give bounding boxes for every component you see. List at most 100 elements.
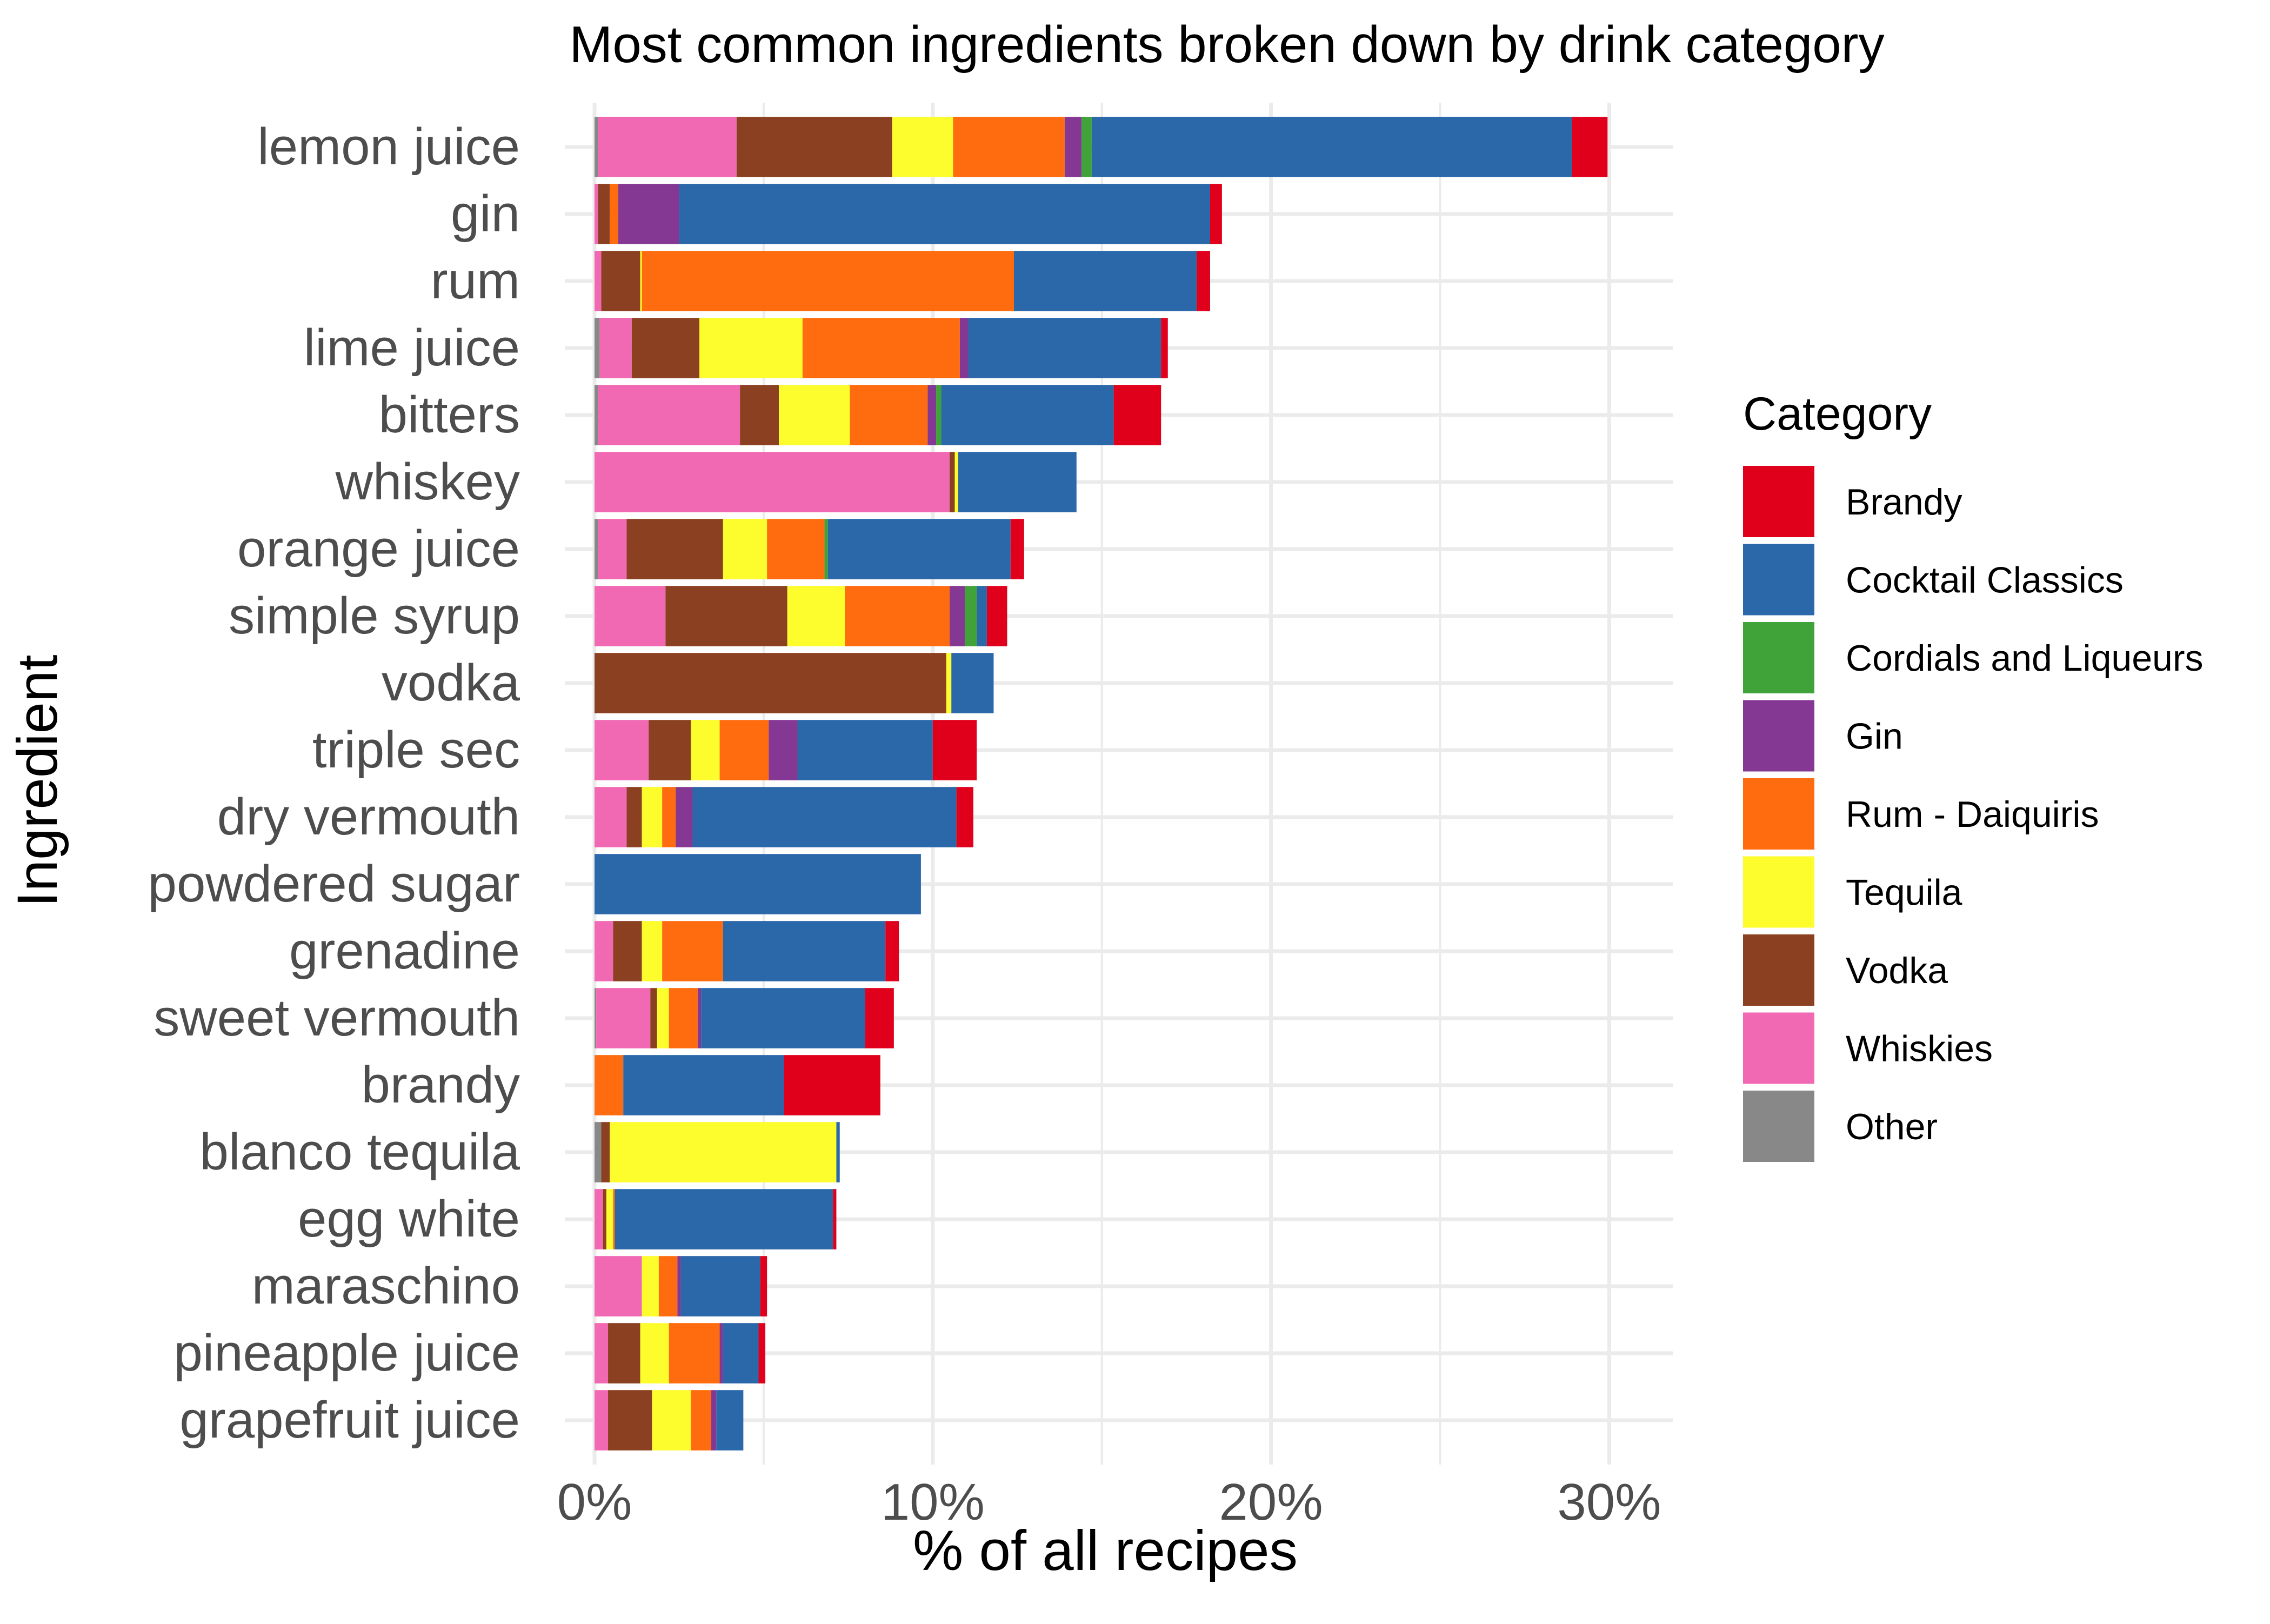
bar-stack-orange-juice bbox=[595, 519, 1024, 579]
bar-segment-cocktail-classics bbox=[701, 988, 865, 1048]
bar-segment-tequila bbox=[723, 519, 767, 579]
bar-segment-tequila bbox=[954, 452, 958, 512]
bar-segment-vodka bbox=[626, 787, 642, 847]
x-tick-label: 30% bbox=[1557, 1473, 1661, 1531]
bar-stack-grenadine bbox=[595, 921, 899, 981]
y-tick-label: maraschino bbox=[252, 1257, 520, 1315]
bar-segment-gin bbox=[769, 720, 798, 780]
bar-stack-whiskey bbox=[595, 452, 1077, 512]
bar-segment-tequila bbox=[779, 385, 850, 445]
bar-segment-vodka bbox=[740, 385, 779, 445]
bar-segment-gin bbox=[676, 787, 693, 847]
bar-stack-gin bbox=[595, 184, 1222, 244]
bar-segment-rum-daiquiris bbox=[669, 1323, 720, 1384]
bar-segment-other bbox=[595, 519, 598, 579]
bar-segment-gin bbox=[697, 988, 702, 1048]
bar-stack-bitters bbox=[595, 385, 1161, 445]
bar-segment-vodka bbox=[595, 653, 946, 713]
bar-segment-cordials-and-liqueurs bbox=[824, 519, 828, 579]
bar-segment-tequila bbox=[787, 586, 845, 646]
bar-stack-rum bbox=[595, 251, 1210, 311]
bar-segment-brandy bbox=[932, 720, 977, 780]
bar-segment-whiskies bbox=[598, 519, 627, 579]
bar-segment-gin bbox=[950, 586, 965, 646]
legend-swatch bbox=[1743, 622, 1814, 693]
x-tick-label: 20% bbox=[1219, 1473, 1323, 1531]
bar-segment-gin bbox=[711, 1390, 717, 1451]
legend-label: Brandy bbox=[1846, 482, 1962, 523]
bar-segment-other bbox=[595, 1122, 602, 1182]
bar-segment-other bbox=[595, 318, 600, 378]
y-tick-label: blanco tequila bbox=[200, 1123, 520, 1181]
bar-segment-cocktail-classics bbox=[1014, 251, 1197, 311]
y-tick-label: grapefruit juice bbox=[179, 1391, 520, 1449]
y-tick-labels: lemon juice gin rum lime juice bitters whiske… bbox=[148, 118, 520, 1449]
legend-swatch bbox=[1743, 544, 1814, 616]
bar-segment-rum-daiquiris bbox=[669, 988, 698, 1048]
y-tick-label: powdered sugar bbox=[148, 855, 520, 913]
bar-segment-whiskies bbox=[598, 117, 737, 177]
bar-segment-rum-daiquiris bbox=[610, 184, 618, 244]
bar-segment-cordials-and-liqueurs bbox=[936, 385, 942, 445]
bar-segment-brandy bbox=[956, 787, 973, 847]
bar-segment-rum-daiquiris bbox=[662, 787, 676, 847]
bar-segment-whiskies bbox=[595, 1323, 609, 1384]
bar-segment-cocktail-classics bbox=[958, 452, 1077, 512]
legend-label: Other bbox=[1846, 1106, 1938, 1147]
bar-segment-vodka bbox=[598, 184, 610, 244]
bar-segment-rum-daiquiris bbox=[953, 117, 1065, 177]
bar-segment-whiskies bbox=[595, 184, 598, 244]
legend-label: Cordials and Liqueurs bbox=[1846, 638, 2204, 679]
bar-segment-vodka bbox=[950, 452, 955, 512]
y-tick-label: sweet vermouth bbox=[153, 989, 520, 1047]
bar-segment-whiskies bbox=[595, 1390, 609, 1451]
legend-item-rum-daiquiris: Rum - Daiquiris bbox=[1743, 778, 2099, 850]
bar-segment-tequila bbox=[699, 318, 803, 378]
bar-segment-whiskies bbox=[595, 1256, 642, 1316]
bar-segment-vodka bbox=[608, 1323, 640, 1384]
bar-stack-powdered-sugar bbox=[595, 854, 921, 914]
bar-segment-tequila bbox=[606, 1189, 613, 1249]
legend-swatch bbox=[1743, 1012, 1814, 1084]
legend-swatch bbox=[1743, 778, 1814, 850]
bar-segment-tequila bbox=[652, 1390, 691, 1451]
bar-segment-other bbox=[595, 385, 598, 445]
bar-segment-cocktail-classics bbox=[797, 720, 933, 780]
legend-label: Cocktail Classics bbox=[1846, 560, 2124, 601]
bar-segment-cocktail-classics bbox=[615, 1189, 833, 1249]
bar-segment-gin bbox=[927, 385, 937, 445]
legend-swatch bbox=[1743, 934, 1814, 1006]
bar-segment-brandy bbox=[1161, 318, 1168, 378]
y-tick-label: orange juice bbox=[237, 520, 520, 578]
bar-segment-cordials-and-liqueurs bbox=[1081, 117, 1092, 177]
y-axis-title: Ingredient bbox=[6, 654, 69, 907]
bar-segment-rum-daiquiris bbox=[845, 586, 950, 646]
y-tick-label: triple sec bbox=[312, 721, 520, 779]
bar-segment-vodka bbox=[613, 921, 642, 981]
y-tick-label: lemon juice bbox=[257, 118, 520, 176]
bar-segment-cocktail-classics bbox=[716, 1390, 744, 1451]
legend-label: Vodka bbox=[1846, 950, 1948, 991]
bar-segment-cocktail-classics bbox=[623, 1055, 784, 1115]
x-tick-label: 10% bbox=[881, 1473, 985, 1531]
legend-item-cordials-and-liqueurs: Cordials and Liqueurs bbox=[1743, 622, 2204, 693]
bar-segment-brandy bbox=[833, 1189, 837, 1249]
bar-segment-whiskies bbox=[595, 452, 950, 512]
bar-segment-rum-daiquiris bbox=[642, 251, 1014, 311]
bar-segment-cocktail-classics bbox=[679, 184, 1210, 244]
y-tick-label: lime juice bbox=[304, 319, 520, 377]
bar-stack-grapefruit-juice bbox=[595, 1390, 744, 1451]
bar-segment-whiskies bbox=[598, 385, 740, 445]
bar-segment-tequila bbox=[610, 1122, 837, 1182]
legend-item-brandy: Brandy bbox=[1743, 466, 1962, 537]
bar-segment-rum-daiquiris bbox=[802, 318, 960, 378]
bar-segment-whiskies bbox=[595, 787, 627, 847]
bar-segment-vodka bbox=[601, 251, 640, 311]
bar-segment-gin bbox=[618, 184, 679, 244]
bar-segment-cocktail-classics bbox=[595, 854, 921, 914]
bar-segment-rum-daiquiris bbox=[613, 1189, 615, 1249]
bar-segment-vodka bbox=[665, 586, 787, 646]
bar-stack-pineapple-juice bbox=[595, 1323, 766, 1384]
bar-segment-brandy bbox=[760, 1256, 767, 1316]
